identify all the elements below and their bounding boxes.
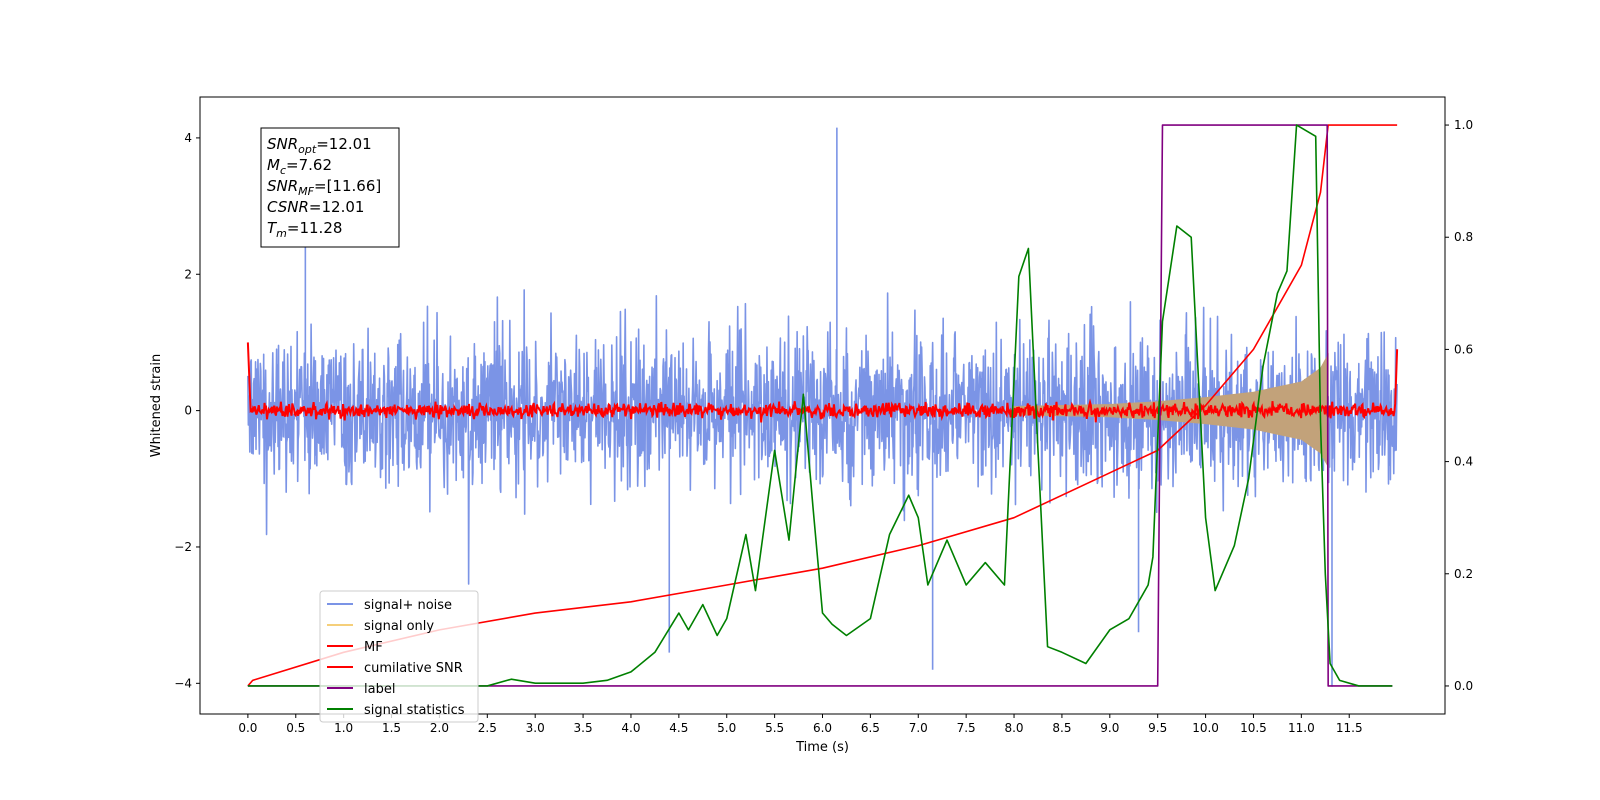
annotation-line: SNRopt=12.01: [267, 135, 372, 156]
series-signal-statistics: [247, 124, 1393, 687]
x-tick-label: 4.0: [621, 721, 640, 735]
y-axis-label-left: Whitened strain: [149, 354, 164, 457]
y-tick-label-right: 0.8: [1454, 230, 1473, 244]
y-axis-left: 4 2 0 −2 −4: [174, 131, 200, 690]
annotation-line: SNRMF=[11.66]: [267, 177, 381, 198]
x-tick-label: 8.5: [1052, 721, 1071, 735]
y-tick-label-left: −2: [174, 540, 192, 554]
annotation-frame: [260, 127, 400, 248]
x-tick-label: 11.0: [1288, 721, 1315, 735]
x-tick-label: 1.0: [334, 721, 353, 735]
x-tick-label: 1.5: [382, 721, 401, 735]
y-axis-right: 1.0 0.8 0.6 0.4 0.2 0.0: [1445, 118, 1473, 693]
y-tick-label-left: 0: [184, 404, 192, 418]
x-tick-label: 3.5: [574, 721, 593, 735]
x-tick-label: 7.0: [909, 721, 928, 735]
y-tick-label-left: 2: [184, 267, 192, 281]
series-label: [247, 124, 1393, 687]
x-tick-label: 11.5: [1336, 721, 1363, 735]
x-tick-label: 9.5: [1148, 721, 1167, 735]
x-tick-label: 6.0: [813, 721, 832, 735]
y-tick-label-right: 0.2: [1454, 567, 1473, 581]
x-tick-label: 9.0: [1100, 721, 1119, 735]
legend: signal+ noise signal only MF cumilative SNR…: [319, 590, 479, 723]
x-tick-label: 6.5: [861, 721, 880, 735]
annotation-box: SNRopt=12.01Mc=7.62SNRMF=[11.66]CSNR=12.…: [260, 127, 400, 248]
series-mf: [246, 342, 1399, 423]
series-signal-noise: [247, 127, 1398, 687]
legend-label: MF: [364, 640, 383, 655]
y-tick-label-left: −4: [174, 676, 192, 690]
x-axis-label: Time (s): [795, 740, 849, 755]
x-tick-label: 0.0: [238, 721, 257, 735]
x-tick-label: 10.0: [1192, 721, 1219, 735]
x-axis: 0.0 0.5 1.0 1.5 2.0 2.5 3.0 3.5 4.0 4.5 5.0 5.5 6.0 6…: [238, 714, 1363, 735]
y-tick-label-right: 0.4: [1454, 455, 1473, 469]
plot-area: [246, 124, 1399, 687]
annotation-line: Mc=7.62: [267, 156, 332, 177]
annotation-line: CSNR=12.01: [267, 198, 364, 216]
legend-label: label: [364, 682, 395, 697]
x-tick-label: 2.5: [478, 721, 497, 735]
y-tick-label-left: 4: [184, 131, 192, 145]
x-tick-label: 5.5: [765, 721, 784, 735]
legend-label: signal only: [364, 619, 434, 634]
legend-frame: [319, 590, 479, 723]
x-tick-label: 4.5: [669, 721, 688, 735]
x-tick-label: 2.0: [430, 721, 449, 735]
x-tick-label: 5.0: [717, 721, 736, 735]
x-tick-label: 10.5: [1240, 721, 1267, 735]
legend-label: cumilative SNR: [364, 661, 463, 676]
y-tick-label-right: 0.0: [1454, 679, 1473, 693]
x-tick-label: 7.5: [957, 721, 976, 735]
y-tick-label-right: 0.6: [1454, 342, 1473, 356]
legend-label: signal+ noise: [364, 598, 452, 613]
y-tick-label-right: 1.0: [1454, 118, 1473, 132]
x-tick-label: 8.0: [1004, 721, 1023, 735]
legend-label: signal statistics: [364, 703, 465, 718]
x-tick-label: 0.5: [286, 721, 305, 735]
x-tick-label: 3.0: [526, 721, 545, 735]
annotation-line: Tm=11.28: [267, 219, 342, 240]
